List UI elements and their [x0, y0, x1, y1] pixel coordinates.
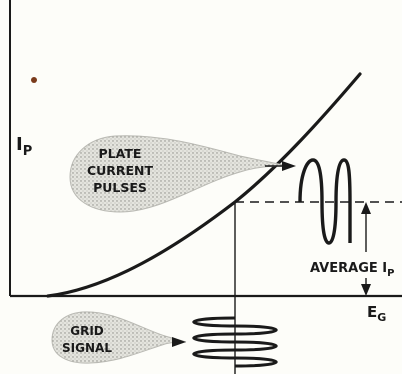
average-label: AVERAGE IP — [310, 261, 394, 279]
plate-label-line2: CURRENT — [87, 163, 154, 178]
plate-current-pulses-waveform — [298, 158, 352, 245]
grid-signal-waveform — [192, 316, 278, 368]
ink-dot — [31, 77, 37, 83]
arrowhead-icon — [361, 284, 371, 296]
arrowhead-icon — [172, 337, 186, 347]
plate-label-line3: PULSES — [93, 180, 147, 195]
x-axis-label: EG — [367, 303, 386, 324]
arrowhead-icon — [282, 161, 296, 171]
plate-label-line1: PLATE — [99, 146, 142, 161]
grid-label-line1: GRID — [70, 324, 104, 338]
average-label-backdrop — [306, 256, 402, 278]
grid-signal-balloon — [51, 311, 187, 364]
arrowhead-icon — [361, 202, 371, 214]
plate-current-balloon — [69, 135, 289, 213]
y-axis-label: IP — [16, 134, 32, 159]
grid-label-line2: SIGNAL — [62, 341, 112, 355]
